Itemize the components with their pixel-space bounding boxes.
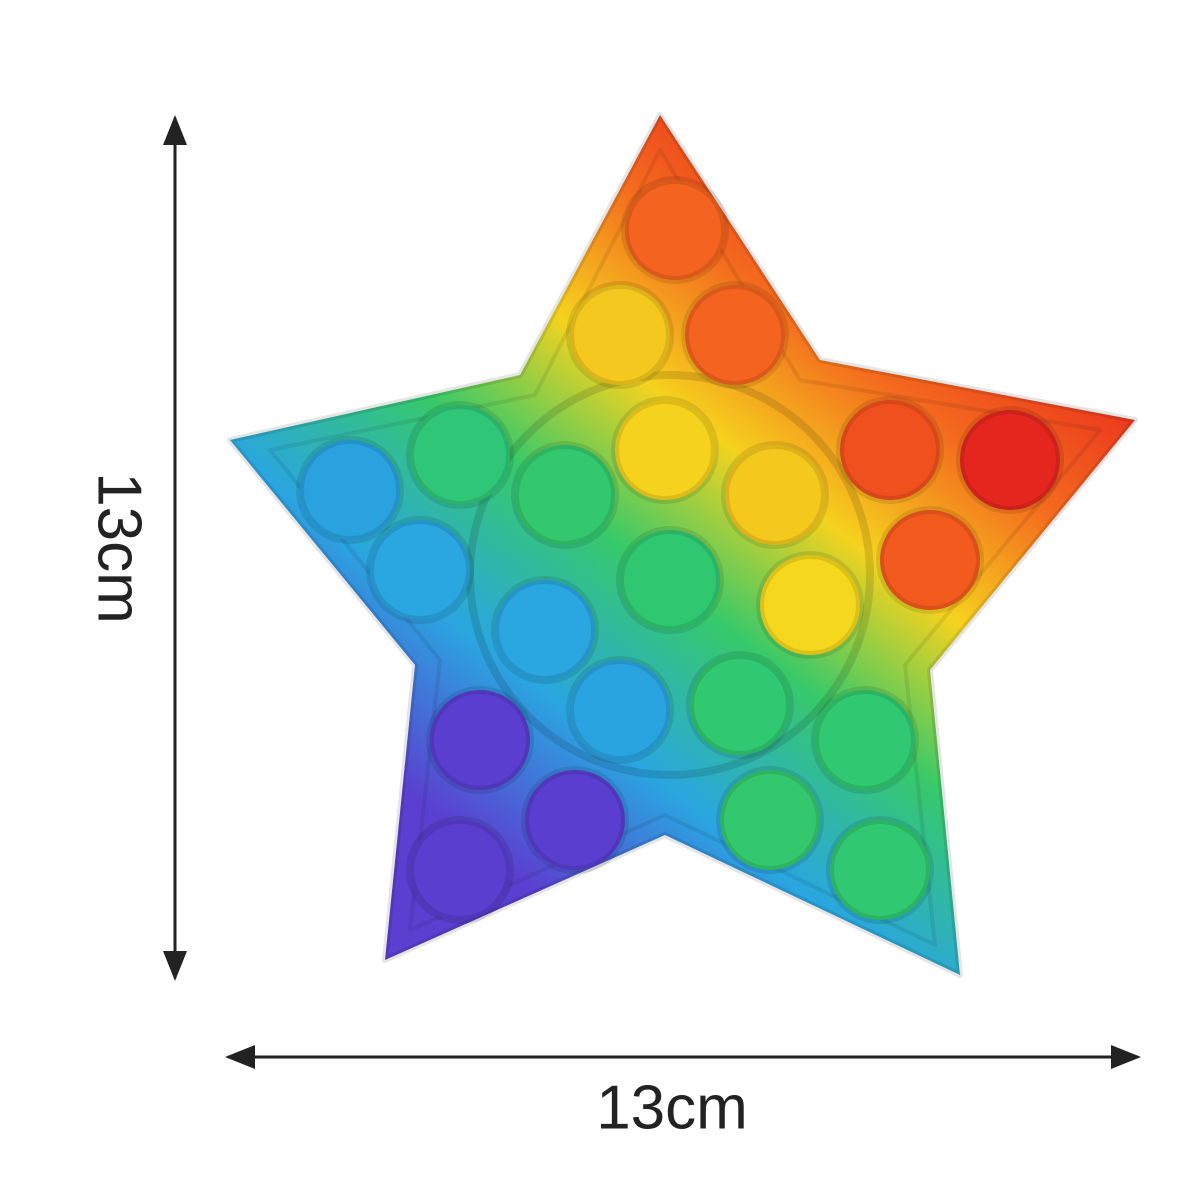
width-label: 13cm: [596, 1073, 748, 1142]
width-dimension: 13cm: [225, 1045, 1141, 1142]
height-label: 13cm: [85, 472, 154, 624]
height-dimension: 13cm: [85, 115, 187, 981]
bubbles: [296, 176, 1064, 924]
star-toy: [227, 112, 1138, 978]
